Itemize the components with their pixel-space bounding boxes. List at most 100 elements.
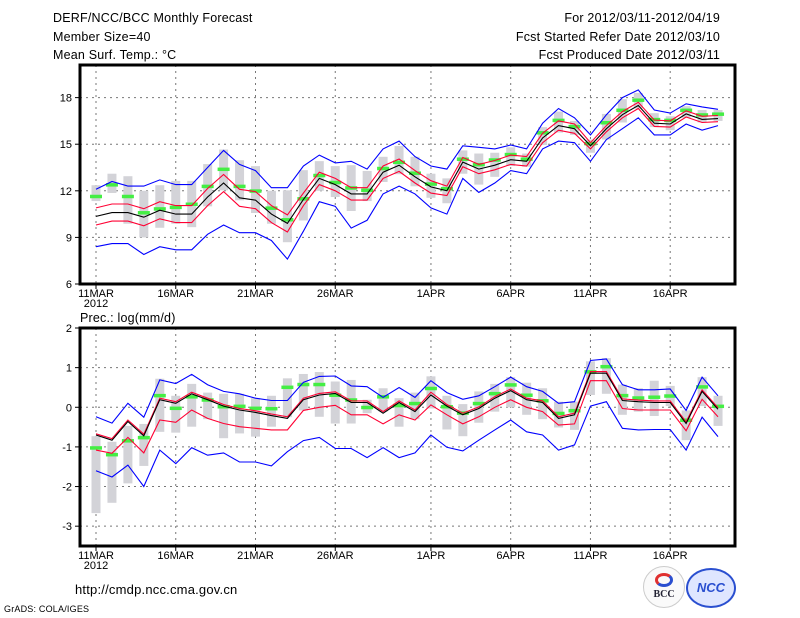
observed-marker — [696, 385, 709, 389]
spread-box — [171, 180, 181, 224]
variable-label: Mean Surf. Temp.: °C — [53, 48, 177, 62]
observed-marker — [648, 395, 661, 399]
observed-marker — [712, 112, 725, 116]
spread-box — [282, 190, 292, 243]
observed-marker — [233, 184, 246, 189]
plot-frame — [78, 63, 737, 286]
observed-marker — [664, 394, 677, 398]
observed-marker — [377, 166, 390, 171]
x-tick-label: 21MAR — [237, 288, 274, 300]
series-line-mean — [95, 104, 719, 225]
spread-box — [123, 176, 133, 224]
spread-box — [155, 378, 165, 432]
observed-marker — [520, 157, 533, 161]
bcc-swirl-icon — [655, 573, 673, 587]
observed-marker — [488, 391, 501, 396]
observed-marker — [456, 157, 469, 161]
spread-box — [330, 381, 340, 424]
spread-box — [601, 358, 611, 394]
forecast-period: For 2012/03/11-2012/04/19 — [564, 11, 720, 25]
x-tick-label: 11MAR — [78, 288, 114, 300]
spread-box — [171, 395, 181, 433]
y-tick-label: 12 — [60, 186, 72, 198]
observed-marker — [313, 382, 326, 387]
observed-marker — [121, 194, 134, 199]
observed-marker — [105, 452, 118, 457]
observed-marker — [472, 401, 485, 406]
spread-box — [665, 116, 675, 131]
observed-marker — [137, 211, 150, 215]
observed-marker — [409, 401, 421, 406]
x-tick-label: 26MAR — [317, 550, 354, 562]
spread-box — [458, 404, 468, 437]
spread-box — [394, 398, 404, 427]
observed-marker — [568, 124, 581, 129]
spread-box — [219, 393, 229, 439]
observed-marker — [584, 141, 597, 146]
spread-box — [713, 395, 723, 426]
spread-box — [235, 393, 245, 434]
spread-box — [107, 441, 117, 503]
observed-marker — [424, 182, 437, 186]
x-tick-label: 21MAR — [237, 550, 274, 562]
spread-box — [538, 388, 548, 420]
observed-marker — [265, 206, 278, 210]
observed-marker — [424, 386, 437, 391]
observed-marker — [616, 393, 629, 398]
x-tick-label: 26MAR — [317, 288, 354, 300]
spread-box — [187, 383, 197, 427]
series-line-mean-sd — [95, 101, 719, 216]
y-tick-label: -1 — [62, 442, 72, 454]
observed-marker — [712, 404, 725, 409]
spread-box — [538, 127, 548, 145]
observed-marker — [233, 404, 246, 409]
x-tick-label: 11MAR — [78, 550, 114, 562]
observed-marker — [169, 406, 182, 411]
series-line-min — [95, 117, 719, 261]
observed-marker — [329, 393, 342, 397]
observed-marker — [153, 393, 166, 398]
member-size: Member Size=40 — [53, 30, 151, 44]
series-line-max — [95, 358, 719, 424]
series-line-max — [95, 89, 719, 190]
spread-box — [298, 170, 308, 221]
series-line-mean-sd — [95, 107, 719, 233]
series-line-min — [95, 401, 719, 488]
y-tick-label: -2 — [62, 482, 72, 494]
bcc-logo: BCC — [643, 566, 685, 608]
observed-marker — [265, 406, 278, 411]
x-tick-label: 1APR — [417, 550, 446, 562]
observed-marker — [153, 207, 166, 211]
spread-box — [601, 113, 611, 140]
observed-marker — [217, 404, 230, 409]
observed-marker — [632, 396, 645, 400]
grads-credit: GrADS: COLA/IGES — [4, 604, 90, 614]
observed-marker — [696, 113, 709, 117]
observed-marker — [313, 173, 326, 178]
spread-box — [378, 388, 388, 412]
x-tick-label: 16APR — [653, 288, 688, 300]
observed-marker — [90, 194, 102, 199]
observed-marker — [409, 171, 421, 175]
observed-marker — [345, 398, 358, 402]
observed-marker — [105, 183, 118, 187]
y-tick-label: 2 — [66, 323, 72, 335]
spread-box — [91, 185, 101, 202]
observed-marker — [393, 160, 406, 165]
observed-marker — [680, 418, 693, 422]
y-tick-label: 9 — [66, 232, 72, 244]
observed-marker — [297, 382, 310, 387]
y-tick-label: -3 — [62, 521, 72, 533]
y-tick-label: 18 — [60, 93, 72, 105]
x-year-label: 2012 — [84, 560, 108, 572]
source-url[interactable]: http://cmdp.ncc.cma.gov.cn — [75, 582, 238, 597]
observed-marker — [281, 385, 294, 390]
observed-marker — [568, 408, 581, 413]
observed-marker — [520, 393, 533, 397]
x-tick-label: 6APR — [496, 288, 525, 300]
observed-marker — [600, 120, 613, 125]
observed-marker — [552, 411, 565, 416]
observed-marker — [361, 188, 374, 193]
observed-marker — [249, 406, 262, 411]
